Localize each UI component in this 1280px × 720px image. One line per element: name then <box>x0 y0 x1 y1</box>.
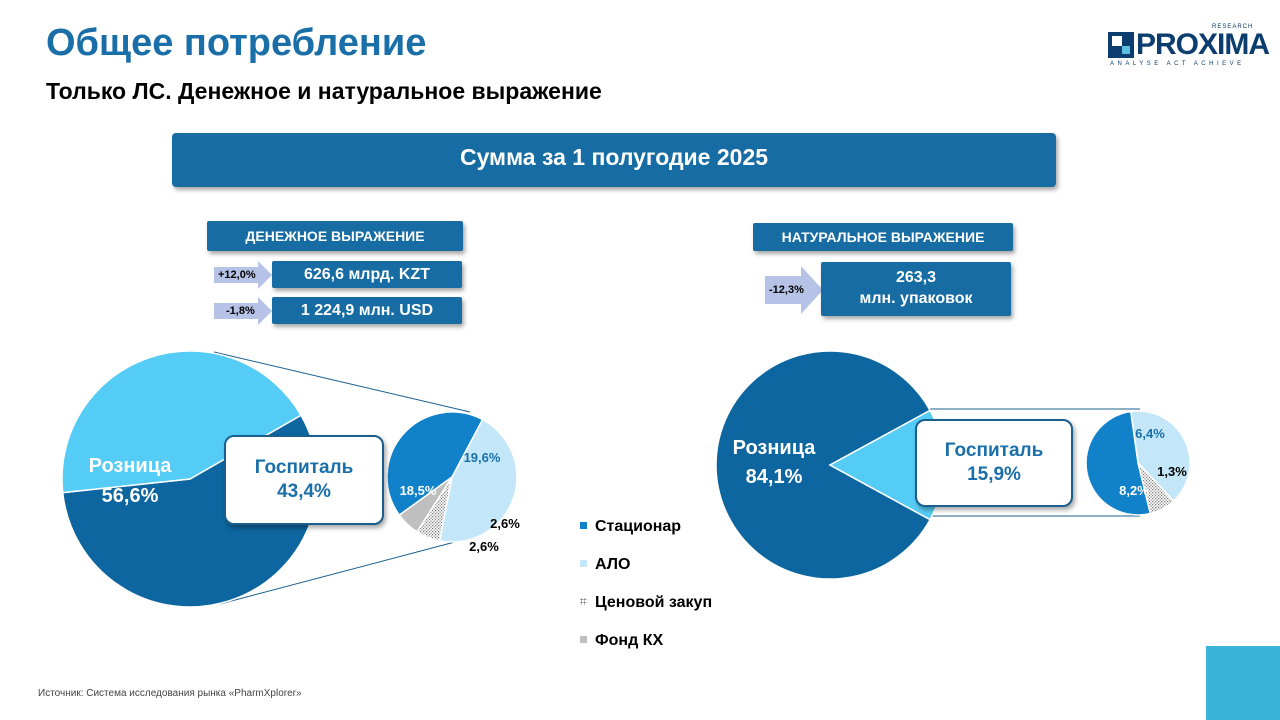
money-connector-top <box>213 351 471 413</box>
natural-alo-label: 6,4% <box>1135 426 1165 441</box>
legend-swatch-price <box>580 598 587 605</box>
natural-hospital-name: Госпиталь <box>944 440 1044 462</box>
natural-retail-name: Розница <box>733 437 817 459</box>
money-alo-label: 19,6% <box>464 450 501 465</box>
page-subtitle: Только ЛС. Денежное и натуральное выраже… <box>46 78 602 104</box>
kzt-change-arrow: +12,0% <box>214 261 272 289</box>
natural-hosp-slice-0 <box>1085 410 1152 516</box>
logo-word: PROXIMA <box>1136 28 1270 61</box>
money-retail-share: 56,6% <box>102 485 159 507</box>
money-hospital-name: Госпиталь <box>254 457 354 479</box>
kzt-value: 626,6 млрд. KZT <box>272 261 462 288</box>
natural-header: НАТУРАЛЬНОЕ ВЫРАЖЕНИЕ <box>753 223 1013 251</box>
natural-value-number: 263,3 <box>895 269 937 287</box>
money-retail-name: Розница <box>89 455 173 477</box>
natural-hospital-share: 15,9% <box>967 464 1021 485</box>
money-header: ДЕНЕЖНОЕ ВЫРАЖЕНИЕ <box>207 221 463 251</box>
natural-hosp-slice-1 <box>1129 410 1191 503</box>
natural-value: 263,3 млн. упаковок <box>821 262 1011 316</box>
legend-label-fund: Фонд КХ <box>595 632 664 649</box>
money-hosp-slice-0 <box>386 411 484 517</box>
natural-change-arrow: -12,3% <box>765 266 823 314</box>
money-hospital-share: 43,4% <box>277 481 331 502</box>
period-banner: Сумма за 1 полугодие 2025 <box>172 133 1056 187</box>
usd-value: 1 224,9 млн. USD <box>272 297 462 324</box>
money-hosp-slice-1 <box>438 418 518 543</box>
logo-mark-icon <box>1108 32 1134 58</box>
legend-label-stationary: Стационар <box>595 518 682 535</box>
money-fund-label: 2,6% <box>469 539 499 554</box>
money-main-slice-1 <box>61 350 303 494</box>
legend-swatch-stationary <box>580 522 587 529</box>
legend-item-fund: Фонд КХ <box>580 632 663 650</box>
source-note: Источник: Система исследования рынка «Ph… <box>38 688 302 699</box>
natural-main-slice-0 <box>715 350 932 580</box>
natural-hospital-label: Госпиталь 15,9% <box>915 419 1073 507</box>
natural-price-label: 1,3% <box>1157 464 1187 479</box>
usd-change-arrow: -1,8% <box>214 297 272 325</box>
logo-tagline: ANALYSE ACT ACHIEVE <box>1110 61 1245 67</box>
money-stationary-label: 18,5% <box>400 483 437 498</box>
usd-change: -1,8% <box>226 305 255 317</box>
money-connector-bottom <box>219 537 471 605</box>
proxima-logo: PROXIMA RESEARCH ANALYSE ACT ACHIEVE <box>1108 24 1270 72</box>
legend-item-price: Ценовой закуп <box>580 594 712 612</box>
page-title: Общее потребление <box>46 22 427 64</box>
legend-label-alo: АЛО <box>595 556 631 573</box>
legend-item-alo: АЛО <box>580 556 630 574</box>
legend-swatch-fund <box>580 636 587 643</box>
natural-change: -12,3% <box>769 284 804 296</box>
logo-small-top: RESEARCH <box>1212 24 1254 30</box>
legend-swatch-alo <box>580 560 587 567</box>
legend-item-stationary: Стационар <box>580 518 681 536</box>
natural-value-unit: млн. упаковок <box>859 290 973 307</box>
kzt-change: +12,0% <box>218 269 256 281</box>
natural-stationary-label: 8,2% <box>1119 483 1149 498</box>
legend-label-price: Ценовой закуп <box>595 594 713 611</box>
natural-retail-share: 84,1% <box>746 466 803 488</box>
corner-decoration <box>1206 646 1280 720</box>
money-price-label: 2,6% <box>490 516 520 531</box>
money-hospital-label: Госпиталь 43,4% <box>224 435 384 525</box>
